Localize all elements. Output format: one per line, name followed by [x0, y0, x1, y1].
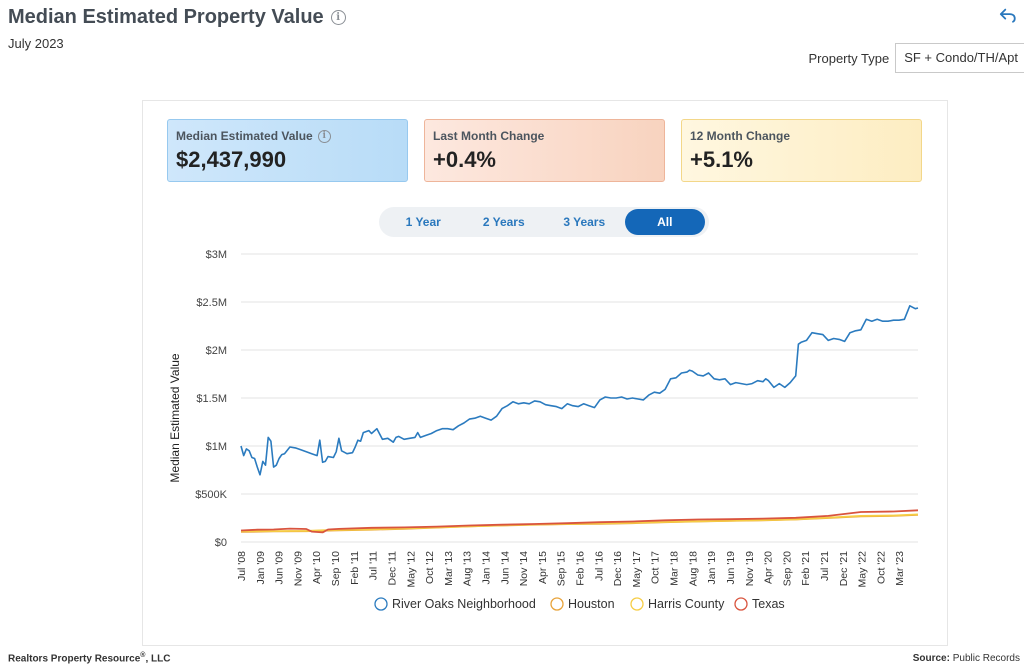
x-tick-label: Feb '11	[349, 551, 361, 585]
y-tick-label: $3M	[206, 249, 227, 261]
x-tick-label: Jul '16	[593, 551, 605, 581]
range-button-1-year[interactable]: 1 Year	[405, 215, 441, 229]
stat-label: Median Estimated Value	[176, 129, 313, 143]
x-tick-label: Mar '18	[669, 551, 681, 586]
x-tick-label: Apr '20	[763, 551, 775, 584]
stat-value: $2,437,990	[176, 147, 287, 172]
x-tick-label: Jun '14	[499, 551, 511, 585]
x-tick-label: May '22	[857, 551, 869, 588]
legend-label: Houston	[568, 597, 615, 611]
x-tick-label: Oct '12	[424, 551, 436, 584]
x-tick-label: Nov '14	[518, 551, 530, 586]
y-tick-label: $0	[215, 537, 227, 549]
stat-label: Last Month Change	[433, 129, 545, 143]
y-tick-label: $2M	[206, 345, 227, 357]
x-tick-label: Jan '14	[480, 551, 492, 585]
x-tick-label: May '12	[405, 551, 417, 588]
y-tick-label: $1M	[206, 441, 227, 453]
range-button-3-years[interactable]: 3 Years	[563, 215, 606, 229]
x-tick-label: Nov '19	[744, 551, 756, 586]
x-tick-label: Sep '20	[781, 551, 793, 586]
range-button-all[interactable]: All	[624, 209, 705, 235]
share-back-icon[interactable]	[999, 6, 1017, 24]
property-type-select[interactable]: SF + Condo/TH/Apt	[895, 43, 1024, 73]
stat-label: 12 Month Change	[690, 129, 791, 143]
stat-median-value: Median Estimated Value i $2,437,990	[167, 119, 408, 182]
x-tick-label: Apr '15	[537, 551, 549, 584]
x-tick-label: Dec '16	[612, 551, 624, 586]
legend-label: Harris County	[648, 597, 725, 611]
x-tick-label: Oct '22	[875, 551, 887, 584]
stat-12-month-change: 12 Month Change +5.1%	[681, 119, 922, 182]
x-tick-label: Jun '19	[725, 551, 737, 585]
x-tick-label: Feb '21	[800, 551, 812, 586]
property-type-label: Property Type	[808, 50, 890, 66]
x-tick-label: Apr '10	[311, 551, 323, 584]
y-tick-label: $1.5M	[196, 393, 227, 405]
stat-value: +0.4%	[433, 147, 496, 172]
chart-card: Median Estimated Value i $2,437,990 Last…	[142, 100, 948, 646]
info-icon[interactable]: i	[330, 10, 346, 25]
legend-label: Texas	[752, 597, 785, 611]
x-tick-label: Jan '19	[706, 551, 718, 585]
x-tick-label: Aug '13	[462, 551, 474, 586]
report-date: July 2023	[8, 36, 64, 51]
info-icon[interactable]: i	[317, 129, 331, 143]
x-tick-label: Jul '21	[819, 551, 831, 581]
legend-label: River Oaks Neighborhood	[392, 597, 536, 611]
series-line-texas	[240, 509, 919, 534]
y-tick-label: $2.5M	[196, 297, 227, 309]
legend-marker	[734, 597, 748, 611]
x-tick-label: Mar '13	[443, 551, 455, 586]
property-type-control: Property Type SF + Condo/TH/Apt	[808, 43, 1024, 73]
line-chart: $0 $500K $1M $1.5M $2M $2.5M $3M Median Estimat…	[168, 249, 919, 611]
x-tick-label: May '17	[631, 551, 643, 588]
footer-source: Source: Public Records	[912, 653, 1020, 664]
x-tick-label: Nov '09	[292, 551, 304, 586]
stat-last-month-change: Last Month Change +0.4%	[424, 119, 665, 182]
legend-marker	[630, 597, 644, 611]
time-range-selector: 1 Year 2 Years 3 Years All	[379, 207, 709, 237]
x-tick-label: Jul '08	[236, 551, 248, 581]
x-tick-label: Feb '16	[575, 551, 587, 586]
x-tick-label: Aug '18	[687, 551, 699, 586]
y-tick-label: $500K	[195, 489, 227, 501]
footer-company: Realtors Property Resource®, LLC	[8, 651, 171, 664]
legend-marker	[374, 597, 388, 611]
y-axis-label: Median Estimated Value	[168, 353, 182, 483]
x-tick-label: Sep '15	[556, 551, 568, 586]
page-title: Median Estimated Property Value i	[8, 6, 346, 29]
legend-marker	[550, 597, 564, 611]
range-button-2-years[interactable]: 2 Years	[482, 215, 525, 229]
series-line-river-oaks-neighborhood	[240, 305, 919, 476]
page-title-text: Median Estimated Property Value	[8, 6, 324, 28]
x-tick-label: Jun '09	[274, 551, 286, 585]
x-tick-label: Jan '09	[255, 551, 267, 585]
x-tick-label: Jul '11	[368, 551, 380, 580]
x-tick-label: Dec '11	[386, 551, 398, 586]
stat-value: +5.1%	[690, 147, 753, 172]
x-tick-label: Dec '21	[838, 551, 850, 586]
x-tick-label: Sep '10	[330, 551, 342, 586]
x-tick-label: Mar '23	[894, 551, 906, 586]
x-tick-label: Oct '17	[650, 551, 662, 584]
